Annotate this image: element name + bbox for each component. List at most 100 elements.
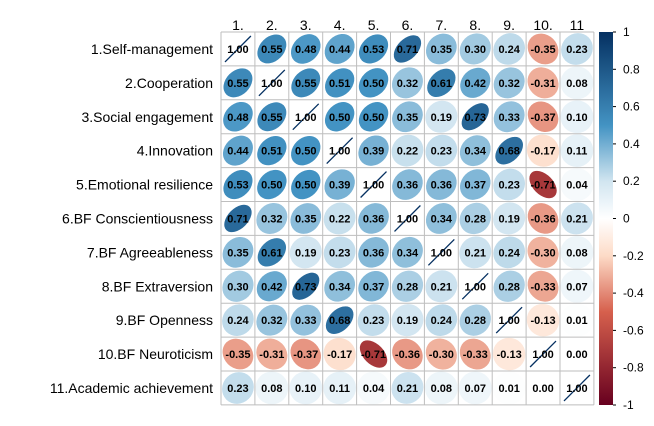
cell-value: -0.37 [293, 349, 318, 361]
cell-value: 0.22 [397, 146, 418, 158]
cell-value: -0.13 [497, 349, 522, 361]
cell-r8-c4: 0.34 [324, 270, 356, 302]
diagonal-mark [529, 340, 557, 368]
cell-value: 0.35 [397, 112, 418, 124]
cell-r6-c3: 0.35 [290, 203, 322, 234]
cell-r1-c6: 0.71 [393, 35, 422, 63]
row-label: 8.BF Extraversion [102, 278, 213, 294]
cell-value: 0.73 [465, 112, 486, 124]
cell-ellipse [493, 33, 525, 65]
cell-value: 0.35 [227, 247, 248, 259]
cell-ellipse [493, 270, 525, 302]
cell-value: 0.28 [465, 315, 486, 327]
cell-value: 0.22 [329, 213, 350, 225]
cell-r11-c9: 0.01 [492, 371, 526, 405]
cell-r3-c7: 0.19 [425, 100, 458, 133]
cell-r4-c10: -0.17 [526, 134, 560, 167]
cell-value: 0.44 [227, 146, 249, 158]
cell-ellipse [560, 235, 594, 269]
cell-value: 1.00 [295, 112, 316, 124]
cell-ellipse [527, 33, 559, 65]
row-label: 6.BF Conscientiousness [62, 210, 213, 226]
cell-r6-c9: 0.19 [493, 202, 526, 235]
cell-r3-c8: 0.73 [461, 103, 489, 131]
cell-r5-c10: -0.71 [529, 170, 557, 199]
cell-value: -0.36 [395, 349, 420, 361]
cell-r9-c11: 0.01 [560, 303, 594, 337]
cell-ellipse [323, 337, 356, 371]
cell-value: -0.35 [531, 44, 556, 56]
cell-r8-c2: 0.42 [256, 271, 287, 302]
cell-value: 0.34 [329, 281, 351, 293]
cell-value: -0.33 [531, 281, 556, 293]
cell-value: 0.51 [261, 146, 282, 158]
cell-ellipse [358, 68, 389, 98]
cell-value: 0.11 [567, 146, 588, 158]
cell-r3-c11: 0.10 [560, 100, 594, 134]
cell-ellipse [560, 303, 594, 337]
diagonal-mark [563, 374, 591, 402]
cell-ellipse [324, 68, 355, 98]
diagonal-mark [394, 205, 421, 232]
cell-r10-c9: -0.13 [492, 337, 526, 371]
cell-value: -0.35 [225, 349, 250, 361]
cell-ellipse [224, 204, 252, 233]
cell-r3-c1: 0.48 [223, 101, 253, 132]
cell-value: 0.35 [295, 213, 316, 225]
cell-r7-c9: 0.24 [493, 236, 525, 269]
cell-value: 0.55 [295, 78, 316, 90]
row-label: 5.Emotional resilience [76, 177, 213, 193]
colorbar-tick-label: 1 [623, 25, 630, 39]
row-label: 11.Academic achievement [50, 380, 213, 396]
cell-ellipse [358, 203, 389, 234]
colorbar-legend: 1 0.8 0.6 0.4 0.2 0 -0.2 -0.4 -0.6 -0.8 -1 [599, 25, 644, 412]
cell-value: 0.73 [295, 281, 316, 293]
cell-ellipse [526, 303, 560, 337]
cell-value: 0.34 [465, 146, 487, 158]
cell-value: 0.68 [498, 146, 519, 158]
cell-value: 0.39 [329, 180, 350, 192]
cell-r2-c9: 0.32 [493, 67, 525, 99]
cell-ellipse [357, 304, 390, 337]
cell-ellipse [493, 236, 525, 269]
cell-r5-c8: 0.37 [459, 169, 491, 200]
cell-ellipse [323, 371, 357, 405]
cell-ellipse [391, 67, 423, 99]
cell-r4-c5: 0.39 [358, 135, 389, 166]
cell-r5-c7: 0.36 [426, 169, 457, 200]
cell-r9-c2: 0.32 [256, 304, 288, 336]
cell-r4-c6: 0.22 [391, 134, 424, 167]
cell-value: 0.50 [329, 112, 350, 124]
cell-value: 0.50 [363, 112, 384, 124]
colorbar-tick-label: -0.6 [623, 323, 644, 337]
cell-r9-c5: 0.23 [357, 304, 390, 337]
cell-value: 1.00 [465, 281, 486, 293]
cell-value: 0.50 [295, 146, 316, 158]
column-label: 4. [334, 17, 346, 33]
cell-value: 0.44 [329, 44, 351, 56]
cell-value: 1.00 [363, 180, 384, 192]
cell-ellipse [459, 304, 491, 336]
cell-value: 0.23 [227, 383, 248, 395]
cell-ellipse [392, 236, 423, 268]
cell-ellipse [492, 337, 526, 371]
cell-value: 0.71 [397, 44, 418, 56]
cell-r9-c4: 0.68 [325, 306, 354, 334]
cell-ellipse [358, 34, 389, 64]
cell-r7-c5: 0.36 [358, 237, 389, 268]
cell-ellipse [324, 33, 355, 64]
cell-ellipse [257, 34, 287, 64]
cell-value: -0.13 [531, 315, 556, 327]
cell-ellipse [527, 101, 559, 133]
cell-r6-c5: 0.36 [358, 203, 389, 234]
cell-r2-c2: 1.00 [258, 69, 286, 97]
row-label: 2.Cooperation [125, 75, 213, 91]
cell-r2-c11: 0.08 [560, 66, 594, 100]
column-label: 8. [469, 17, 481, 33]
row-label: 7.BF Agreeableness [87, 244, 213, 260]
cell-value: -0.36 [531, 213, 556, 225]
cell-value: 0.24 [498, 247, 520, 259]
cell-r8-c6: 0.28 [391, 270, 424, 302]
cell-value: 0.19 [295, 247, 316, 259]
